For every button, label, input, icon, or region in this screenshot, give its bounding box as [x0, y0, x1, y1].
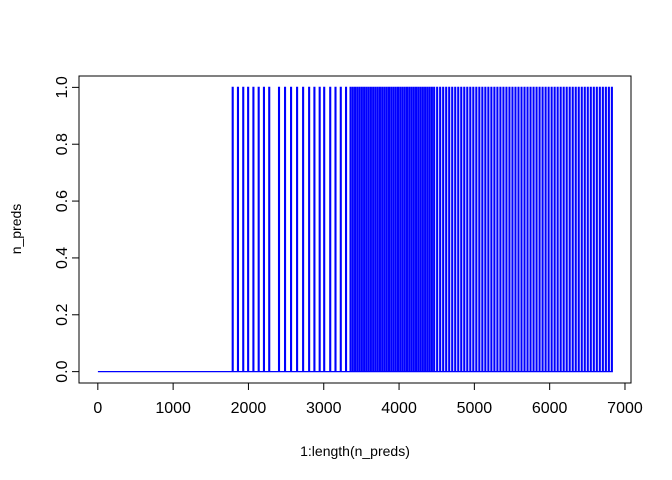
y-axis-label: n_preds [8, 204, 24, 255]
y-tick-label: 0.6 [54, 190, 71, 212]
x-tick-label: 3000 [306, 400, 342, 417]
x-tick-label: 2000 [231, 400, 267, 417]
x-tick-label: 0 [93, 400, 102, 417]
x-tick-label: 1000 [155, 400, 191, 417]
y-tick-label: 0.0 [54, 360, 71, 382]
y-tick-label: 0.8 [54, 133, 71, 155]
series-line [97, 86, 613, 373]
y-tick-label: 1.0 [54, 76, 71, 98]
x-tick-label: 7000 [607, 400, 643, 417]
y-tick-label: 0.2 [54, 304, 71, 326]
x-axis: 0 1000 2000 3000 4000 5000 6000 7000 [93, 382, 643, 417]
x-tick-label: 4000 [381, 400, 417, 417]
y-tick-label: 0.4 [54, 247, 71, 269]
y-axis: 0.0 0.2 0.4 0.6 0.8 1.0 [54, 76, 80, 383]
series-layer [97, 86, 613, 373]
x-axis-label: 1:length(n_preds) [300, 443, 410, 459]
x-tick-label: 5000 [457, 400, 493, 417]
x-tick-label: 6000 [532, 400, 568, 417]
